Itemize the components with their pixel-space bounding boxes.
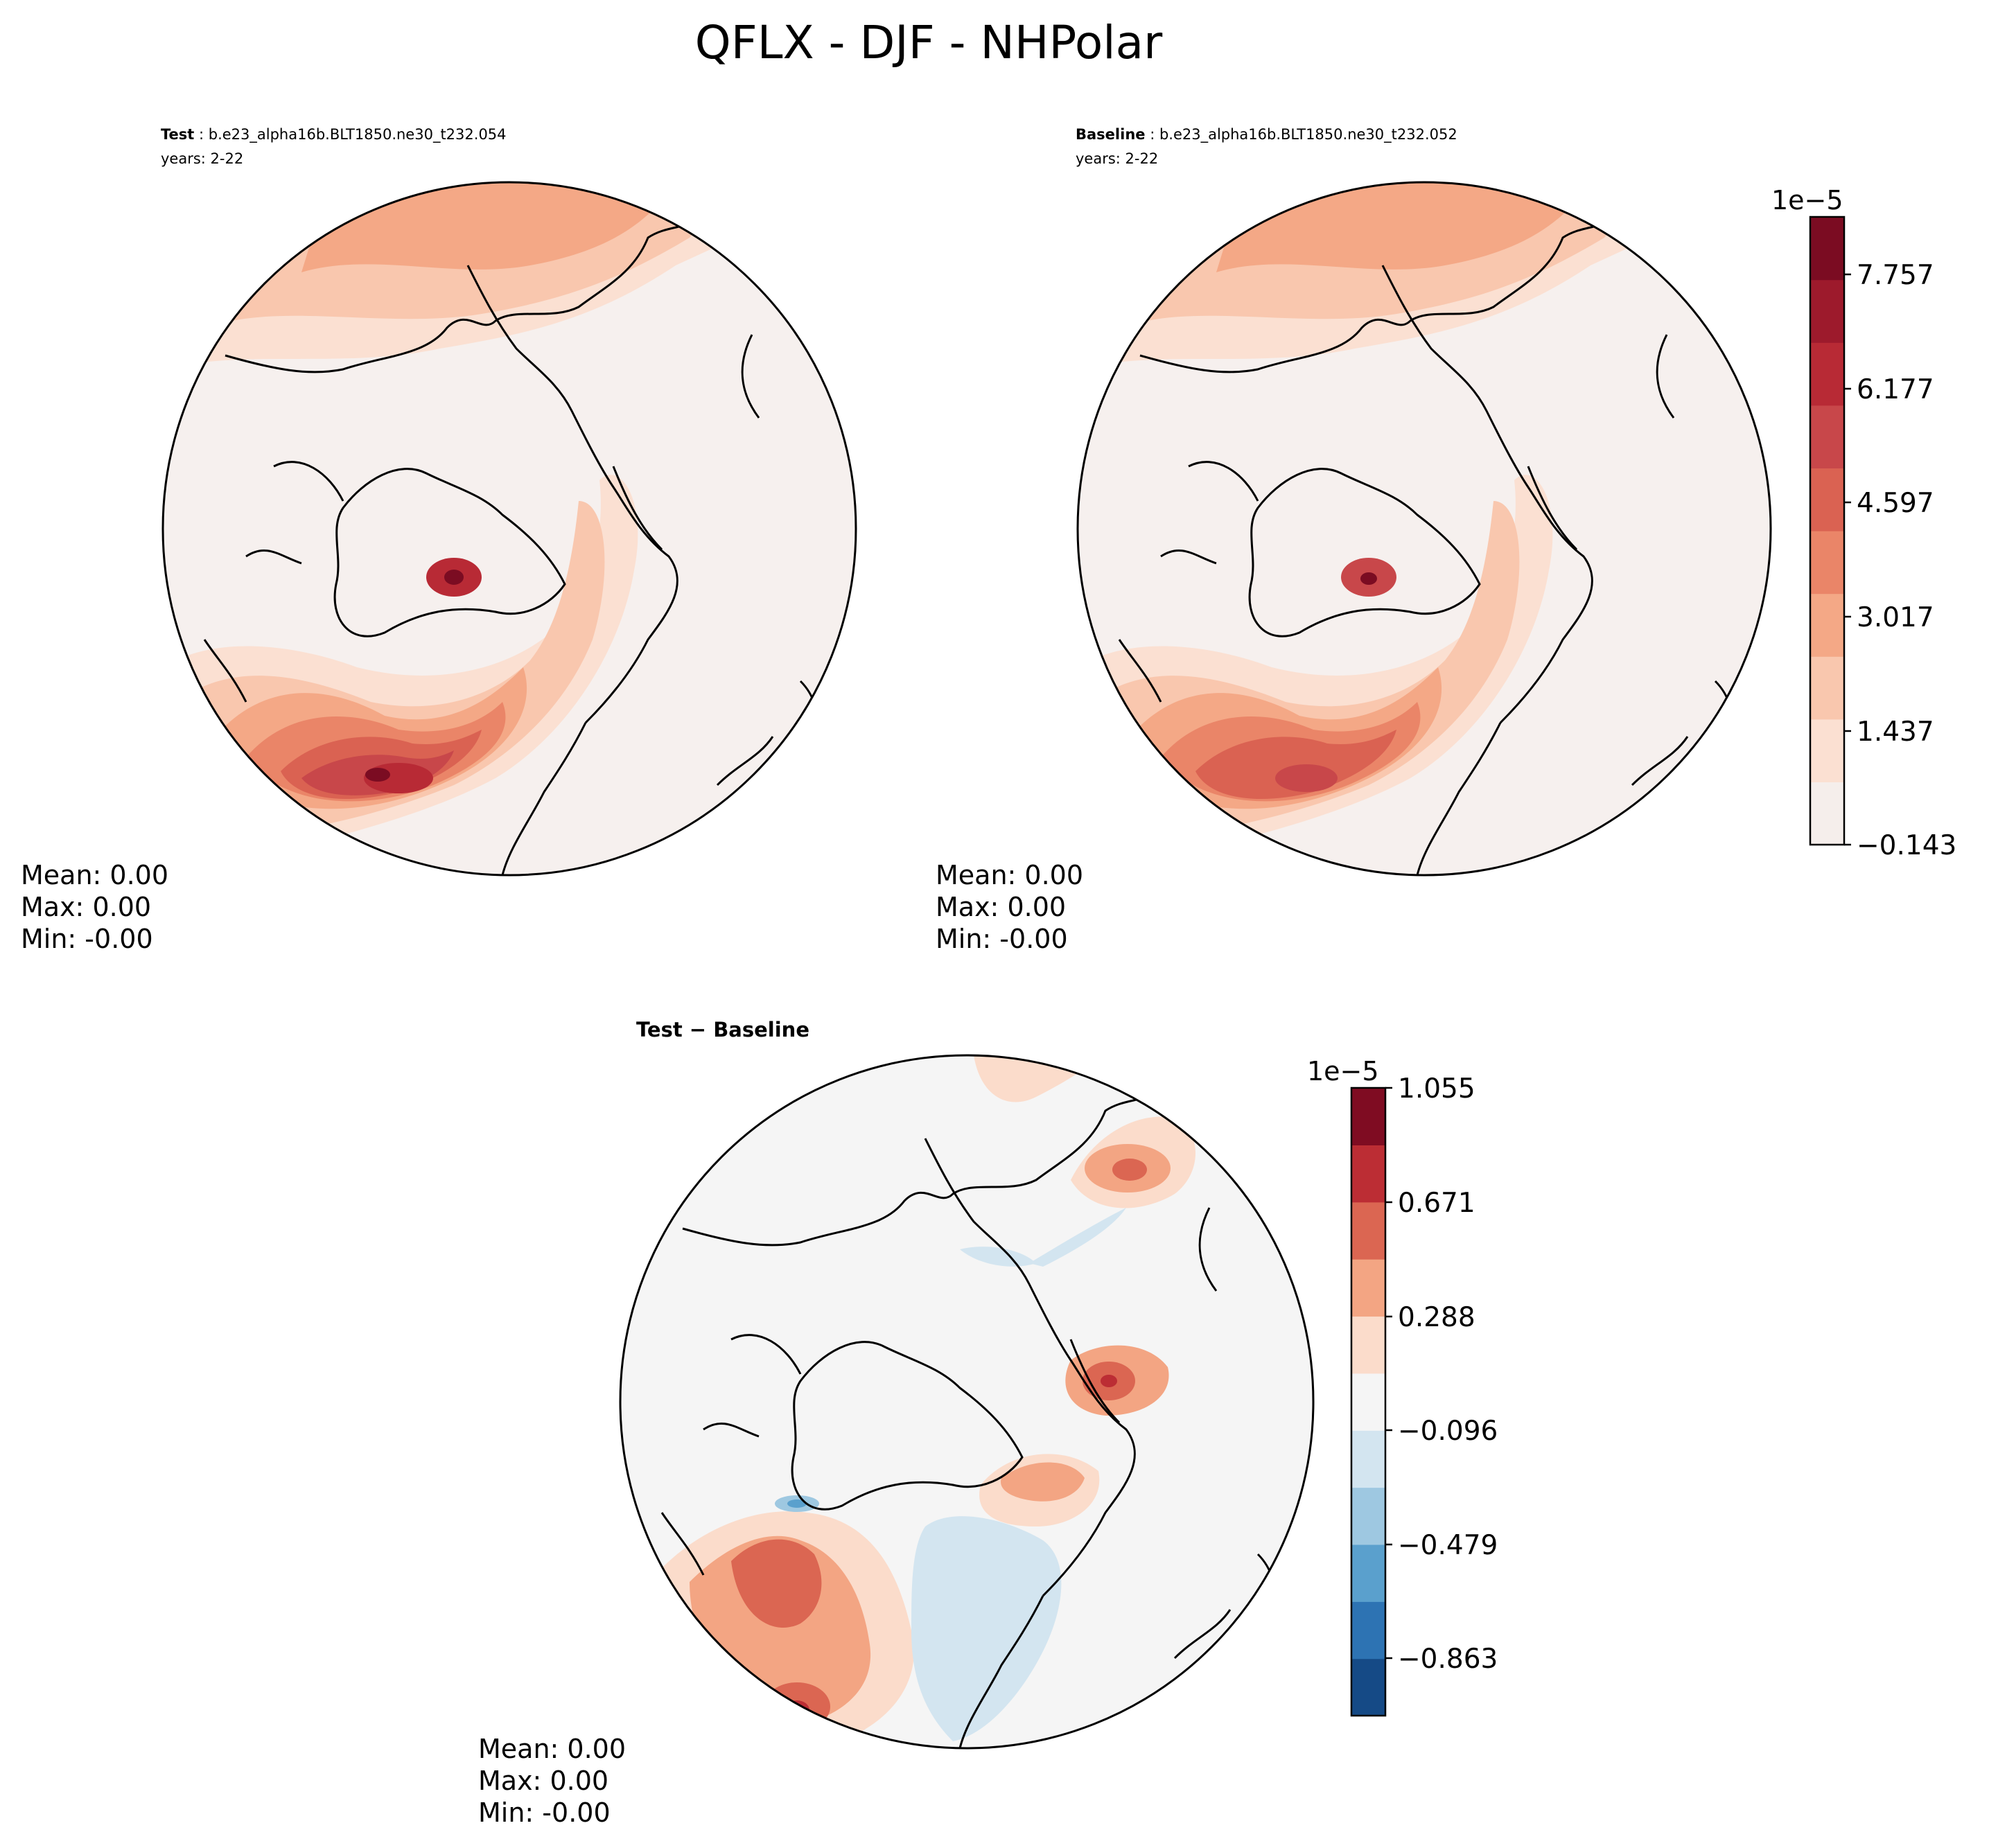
main-colorbar-swatch bbox=[1810, 656, 1844, 720]
diff-colorbar-swatch bbox=[1351, 1259, 1385, 1317]
diff-panel: Test − Baseline bbox=[478, 1018, 1315, 1828]
diff-colorbar-tick-label: −0.863 bbox=[1398, 1644, 1498, 1675]
baseline-label: Baseline bbox=[1076, 126, 1146, 143]
main-colorbar-swatch bbox=[1810, 279, 1844, 343]
baseline-panel: Baseline : b.e23_alpha16b.BLT1850.ne30_t… bbox=[936, 126, 1772, 954]
diff-colorbar: 1e−5 −0.863 −0.479 −0.096 0.288 0.671 1.055 bbox=[1307, 1056, 1498, 1717]
diff-colorbar-tick-label: −0.096 bbox=[1398, 1416, 1498, 1447]
main-colorbar-swatch bbox=[1810, 719, 1844, 782]
map-boundary bbox=[161, 181, 857, 877]
baseline-min: Min: -0.00 bbox=[936, 924, 1068, 954]
diff-colorbar-tick-label: 0.288 bbox=[1398, 1302, 1475, 1333]
baseline-max: Max: 0.00 bbox=[936, 892, 1066, 922]
diff-colorbar-tick-label: 1.055 bbox=[1398, 1073, 1475, 1105]
main-colorbar-tick-label: 6.177 bbox=[1857, 374, 1934, 405]
test-label: Test bbox=[161, 126, 194, 143]
main-colorbar-swatch bbox=[1810, 217, 1844, 281]
test-panel: Test : b.e23_alpha16b.BLT1850.ne30_t232.… bbox=[21, 126, 857, 954]
diff-colorbar-swatch bbox=[1351, 1088, 1385, 1145]
coastlines bbox=[175, 209, 818, 875]
diff-colorbar-ticks: −0.863 −0.479 −0.096 0.288 0.671 1.055 bbox=[1385, 1073, 1498, 1675]
test-map bbox=[161, 181, 857, 877]
main-colorbar-swatch bbox=[1810, 342, 1844, 406]
baseline-header: Baseline : b.e23_alpha16b.BLT1850.ne30_t… bbox=[1076, 126, 1457, 143]
main-colorbar-exponent: 1e−5 bbox=[1771, 185, 1843, 215]
diff-colorbar-swatch bbox=[1351, 1430, 1385, 1488]
main-colorbar-tick-label: 4.597 bbox=[1857, 488, 1934, 519]
diff-colorbar-swatch bbox=[1351, 1658, 1385, 1716]
diff-colorbar-tick-label: −0.479 bbox=[1398, 1530, 1498, 1561]
diff-min: Min: -0.00 bbox=[478, 1797, 611, 1828]
map-boundary bbox=[1076, 181, 1772, 877]
baseline-mean: Mean: 0.00 bbox=[936, 860, 1083, 890]
main-colorbar-swatch bbox=[1810, 593, 1844, 657]
diff-max: Max: 0.00 bbox=[478, 1766, 608, 1796]
coastlines bbox=[633, 1082, 1276, 1748]
coastlines bbox=[1090, 209, 1733, 875]
test-years: years: 2-22 bbox=[161, 150, 243, 167]
diff-colorbar-swatches bbox=[1351, 1088, 1385, 1716]
diff-colorbar-swatch bbox=[1351, 1316, 1385, 1374]
main-colorbar-tick-label: −0.143 bbox=[1857, 830, 1956, 861]
main-colorbar-swatch bbox=[1810, 531, 1844, 595]
main-colorbar-tick-label: 7.757 bbox=[1857, 260, 1934, 291]
test-mean: Mean: 0.00 bbox=[21, 860, 168, 890]
diff-colorbar-swatch bbox=[1351, 1601, 1385, 1660]
diff-colorbar-swatch bbox=[1351, 1487, 1385, 1545]
diff-colorbar-swatch bbox=[1351, 1373, 1385, 1431]
diff-mean: Mean: 0.00 bbox=[478, 1734, 626, 1764]
baseline-map bbox=[1076, 181, 1772, 877]
atlantic-flux-field bbox=[163, 475, 638, 875]
diff-colorbar-swatch bbox=[1351, 1202, 1385, 1260]
test-case-name: : b.e23_alpha16b.BLT1850.ne30_t232.054 bbox=[194, 126, 506, 143]
main-colorbar-swatch bbox=[1810, 468, 1844, 531]
test-min: Min: -0.00 bbox=[21, 924, 153, 954]
main-colorbar-swatch bbox=[1810, 782, 1844, 845]
diff-negative-anomalies bbox=[775, 1208, 1126, 1741]
diff-colorbar-tick-label: 0.671 bbox=[1398, 1188, 1475, 1219]
main-colorbar-tick-label: 1.437 bbox=[1857, 716, 1934, 748]
figure-title: QFLX - DJF - NHPolar bbox=[695, 16, 1163, 69]
main-colorbar-tick-label: 3.017 bbox=[1857, 602, 1934, 633]
map-boundary bbox=[619, 1054, 1315, 1750]
main-colorbar-swatches bbox=[1810, 217, 1844, 845]
baseline-years: years: 2-22 bbox=[1076, 150, 1158, 167]
main-colorbar-ticks: −0.143 1.437 3.017 4.597 6.177 7.757 bbox=[1844, 260, 1956, 861]
test-header: Test : b.e23_alpha16b.BLT1850.ne30_t232.… bbox=[161, 126, 507, 143]
main-colorbar: 1e−5 −0.143 1.437 3.017 4.597 6.177 7.757 bbox=[1771, 185, 1956, 861]
baseline-case-name: : b.e23_alpha16b.BLT1850.ne30_t232.052 bbox=[1146, 126, 1457, 143]
test-max: Max: 0.00 bbox=[21, 892, 151, 922]
main-colorbar-swatch bbox=[1810, 405, 1844, 468]
diff-colorbar-swatch bbox=[1351, 1145, 1385, 1203]
diff-title: Test − Baseline bbox=[636, 1018, 809, 1041]
atlantic-flux-field bbox=[1078, 475, 1553, 875]
diff-colorbar-swatch bbox=[1351, 1544, 1385, 1602]
diff-colorbar-frame bbox=[1350, 1086, 1387, 1717]
main-colorbar-frame bbox=[1809, 215, 1846, 846]
diff-map bbox=[619, 1054, 1315, 1750]
diff-colorbar-exponent: 1e−5 bbox=[1307, 1056, 1379, 1086]
